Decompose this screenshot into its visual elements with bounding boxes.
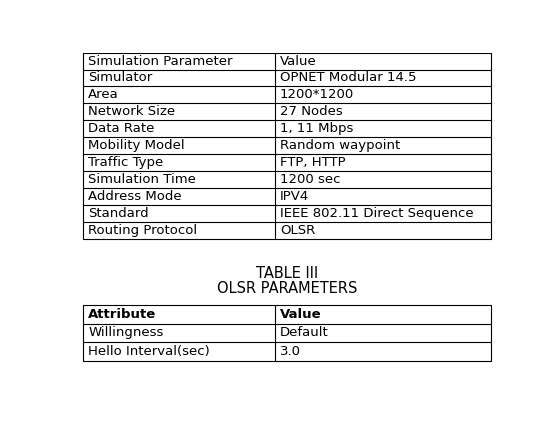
- Bar: [83, 305, 491, 360]
- Bar: [83, 53, 491, 239]
- Text: TABLE III: TABLE III: [256, 266, 318, 281]
- Text: 3.0: 3.0: [280, 345, 301, 358]
- Text: Default: Default: [280, 326, 329, 339]
- Text: Mobility Model: Mobility Model: [88, 139, 185, 152]
- Text: IEEE 802.11 Direct Sequence: IEEE 802.11 Direct Sequence: [280, 207, 474, 220]
- Text: Willingness: Willingness: [88, 326, 164, 339]
- Text: Standard: Standard: [88, 207, 149, 220]
- Text: Value: Value: [280, 54, 317, 67]
- Text: Data Rate: Data Rate: [88, 122, 155, 135]
- Text: FTP, HTTP: FTP, HTTP: [280, 156, 346, 169]
- Text: 1200*1200: 1200*1200: [280, 88, 354, 102]
- Text: Area: Area: [88, 88, 119, 102]
- Text: 27 Nodes: 27 Nodes: [280, 106, 343, 118]
- Text: Simulation Parameter: Simulation Parameter: [88, 54, 233, 67]
- Text: OPNET Modular 14.5: OPNET Modular 14.5: [280, 71, 417, 85]
- Text: Address Mode: Address Mode: [88, 190, 182, 203]
- Text: OLSR: OLSR: [280, 224, 315, 237]
- Text: 1, 11 Mbps: 1, 11 Mbps: [280, 122, 353, 135]
- Text: Value: Value: [280, 308, 321, 321]
- Text: Simulator: Simulator: [88, 71, 152, 85]
- Text: Traffic Type: Traffic Type: [88, 156, 164, 169]
- Text: Network Size: Network Size: [88, 106, 175, 118]
- Text: Random waypoint: Random waypoint: [280, 139, 400, 152]
- Text: Routing Protocol: Routing Protocol: [88, 224, 197, 237]
- Text: IPV4: IPV4: [280, 190, 309, 203]
- Text: Simulation Time: Simulation Time: [88, 173, 196, 186]
- Text: Hello Interval(sec): Hello Interval(sec): [88, 345, 210, 358]
- Text: Attribute: Attribute: [88, 308, 156, 321]
- Text: OLSR PARAMETERS: OLSR PARAMETERS: [217, 281, 357, 296]
- Text: 1200 sec: 1200 sec: [280, 173, 340, 186]
